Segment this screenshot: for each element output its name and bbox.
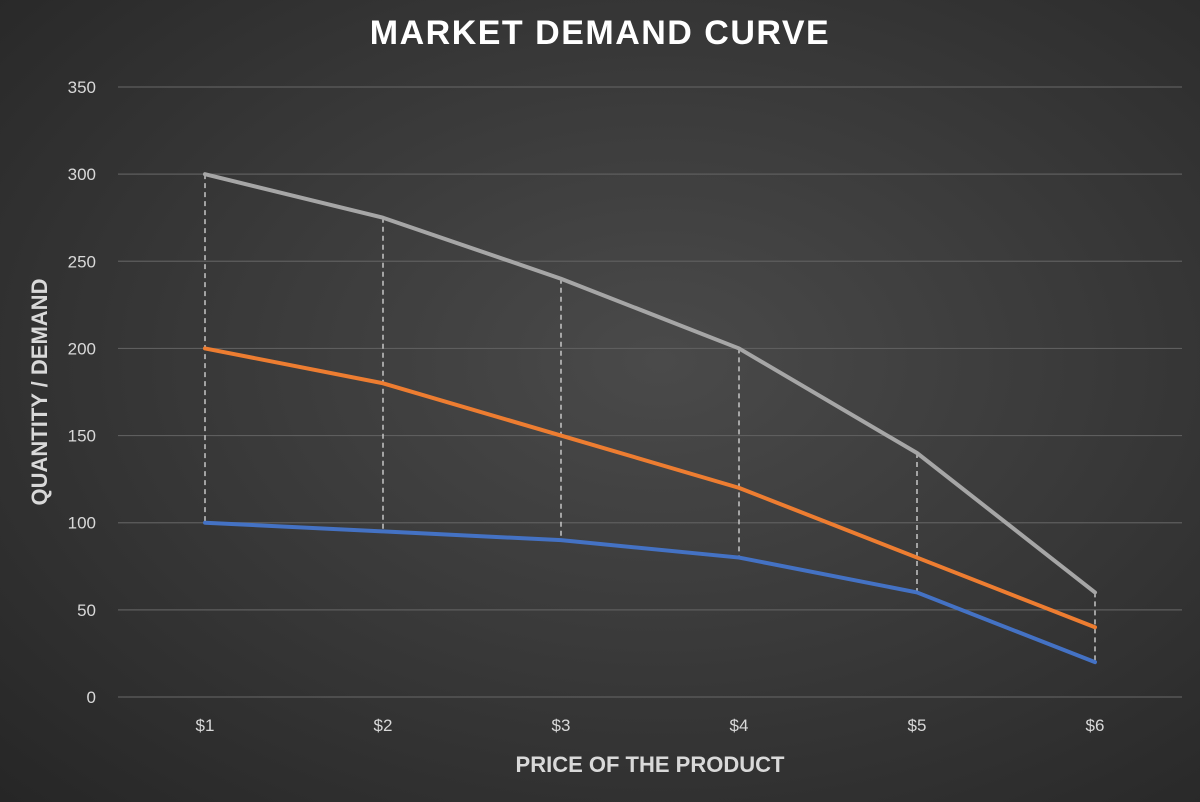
drop-lines <box>204 174 1096 663</box>
series-line-2 <box>203 520 1097 665</box>
x-tick-0: $1 <box>196 716 215 735</box>
y-tick-6: 300 <box>68 165 96 184</box>
series-lines <box>203 172 1097 665</box>
x-tick-3: $4 <box>730 716 749 735</box>
x-tick-1: $2 <box>374 716 393 735</box>
x-tick-5: $6 <box>1086 716 1105 735</box>
y-tick-5: 250 <box>68 252 96 271</box>
y-tick-1: 50 <box>77 601 96 620</box>
y-tick-labels: 0 50 100 150 200 250 300 350 <box>68 78 96 707</box>
series-line-0 <box>203 172 1097 595</box>
x-tick-2: $3 <box>552 716 571 735</box>
y-tick-4: 200 <box>68 339 96 358</box>
series-line-1 <box>203 346 1097 630</box>
x-tick-4: $5 <box>908 716 927 735</box>
y-axis-label: QUANTITY / DEMAND <box>27 279 52 506</box>
x-axis-label: PRICE OF THE PRODUCT <box>516 752 785 777</box>
y-tick-0: 0 <box>87 688 96 707</box>
chart-title: MARKET DEMAND CURVE <box>369 14 831 52</box>
y-tick-7: 350 <box>68 78 96 97</box>
x-tick-labels: $1 $2 $3 $4 $5 $6 <box>196 716 1105 735</box>
y-tick-3: 150 <box>68 427 96 446</box>
y-tick-2: 100 <box>68 514 96 533</box>
grid-lines <box>118 86 1182 698</box>
